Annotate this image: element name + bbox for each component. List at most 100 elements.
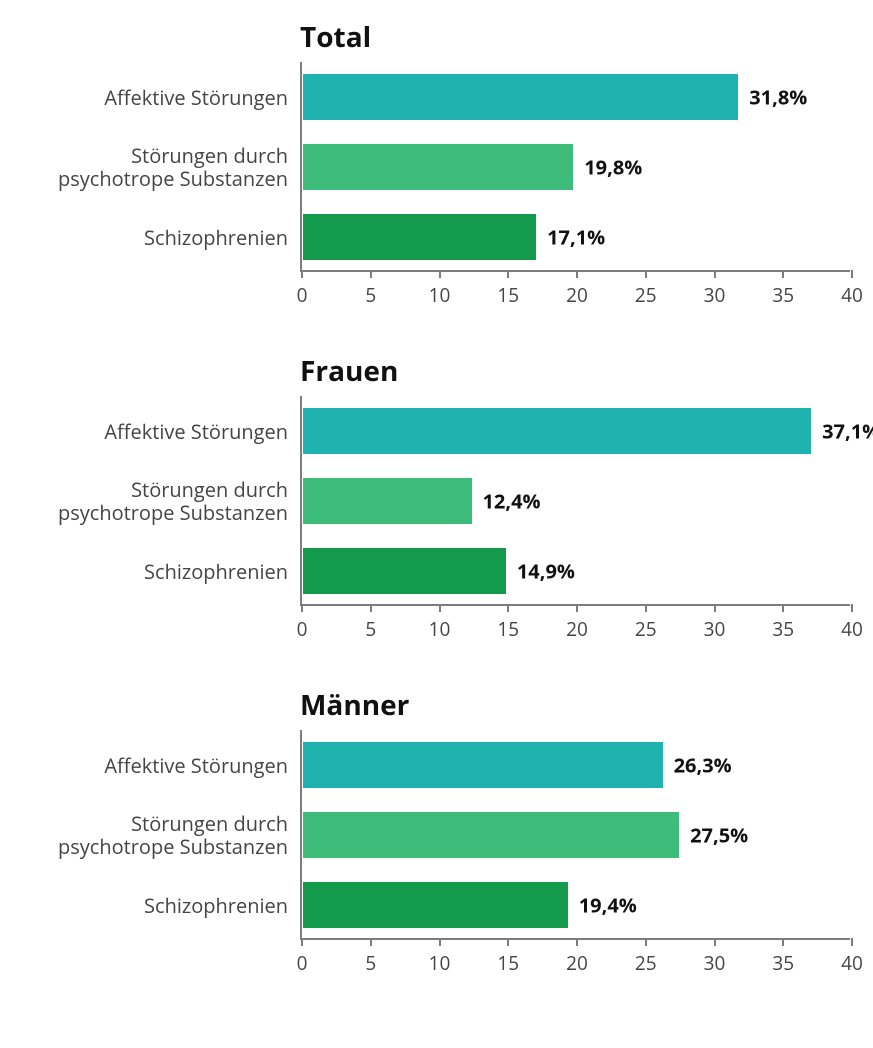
x-tick-label: 20 [566,950,588,976]
x-tick [439,938,441,946]
plot-area: 37,1%12,4%14,9%0510152025303540 [300,396,850,606]
y-label-line: psychotrope Substanzen [58,501,288,524]
panel-title: Männer [300,686,853,724]
x-tick [507,604,509,612]
x-tick [370,270,372,278]
chart-row: Affektive Störungen Störungen durchpsycho… [20,396,853,642]
bar-value: 27,5% [690,822,748,849]
x-tick [301,270,303,278]
bar-value: 14,9% [517,558,575,585]
x-tick [782,938,784,946]
y-label-line: Störungen durch [131,478,288,501]
y-label: Affektive Störungen [20,396,300,466]
x-tick-label: 10 [429,616,451,642]
y-label: Affektive Störungen [20,730,300,800]
chart-panel: TotalAffektive StörungenStörungen durchp… [20,18,853,308]
plot-area-wrap: 37,1%12,4%14,9%0510152025303540 [300,396,850,642]
bar-value: 12,4% [483,488,541,515]
y-labels: Affektive Störungen Störungen durchpsycho… [20,730,300,976]
bar [302,73,739,121]
x-tick [851,270,853,278]
x-tick-label: 35 [772,282,794,308]
x-tick-label: 15 [497,616,519,642]
x-tick [301,604,303,612]
y-labels: Affektive StörungenStörungen durchpsycho… [20,62,300,308]
chart-panel: Frauen Affektive Störungen Störungen durch… [20,352,853,642]
bar-value: 19,4% [579,892,637,919]
x-tick-label: 0 [297,282,308,308]
bar [302,811,680,859]
y-label: Störungen durchpsychotrope Substanzen [20,466,300,536]
x-tick-label: 0 [297,950,308,976]
y-label: Schizophrenien [20,536,300,606]
bar [302,213,537,261]
bar-value: 19,8% [584,154,642,181]
x-tick-label: 30 [704,282,726,308]
x-tick-label: 20 [566,282,588,308]
bar [302,143,574,191]
y-label-line: Affektive Störungen [104,754,288,777]
x-tick-label: 5 [365,950,376,976]
x-tick [576,938,578,946]
bar-value: 31,8% [749,84,807,111]
x-tick [714,604,716,612]
y-label-line: Affektive Störungen [104,420,288,443]
x-tick [576,604,578,612]
plot-area: 26,3%27,5%19,4%0510152025303540 [300,730,850,940]
panel-title: Total [300,18,853,56]
y-label: Schizophrenien [20,202,300,272]
y-label: Störungen durchpsychotrope Substanzen [20,800,300,870]
chart-row: Affektive StörungenStörungen durchpsycho… [20,62,853,308]
y-label-line: Schizophrenien [144,894,288,917]
x-tick-label: 35 [772,616,794,642]
x-tick [851,604,853,612]
x-tick [851,938,853,946]
x-tick-label: 40 [841,282,863,308]
x-tick [439,604,441,612]
x-tick-label: 40 [841,616,863,642]
bar [302,407,812,455]
y-label: Schizophrenien [20,870,300,940]
x-tick [645,938,647,946]
y-label-line: psychotrope Substanzen [58,835,288,858]
x-tick-label: 15 [497,282,519,308]
x-tick [714,938,716,946]
y-label-line: Schizophrenien [144,226,288,249]
bar-value: 26,3% [674,752,732,779]
y-label-line: psychotrope Substanzen [58,167,288,190]
panel-title: Frauen [300,352,853,390]
x-tick [507,938,509,946]
bar [302,741,664,789]
y-label: Affektive Störungen [20,62,300,132]
plot-area-wrap: 31,8%19,8%17,1%0510152025303540 [300,62,850,308]
x-tick [645,604,647,612]
x-tick [782,270,784,278]
plot-area-wrap: 26,3%27,5%19,4%0510152025303540 [300,730,850,976]
x-tick [714,270,716,278]
x-tick [576,270,578,278]
x-tick-label: 20 [566,616,588,642]
bar [302,881,569,929]
y-label-line: Störungen durch [131,812,288,835]
x-tick-label: 25 [635,950,657,976]
chart-row: Affektive Störungen Störungen durchpsycho… [20,730,853,976]
x-tick-label: 15 [497,950,519,976]
x-tick-label: 5 [365,282,376,308]
x-tick-label: 35 [772,950,794,976]
x-tick-label: 30 [704,616,726,642]
x-tick [370,938,372,946]
bar [302,547,507,595]
x-tick [507,270,509,278]
y-labels: Affektive Störungen Störungen durchpsycho… [20,396,300,642]
x-tick-label: 30 [704,950,726,976]
x-tick [645,270,647,278]
bar [302,477,473,525]
x-tick-label: 5 [365,616,376,642]
plot-area: 31,8%19,8%17,1%0510152025303540 [300,62,850,272]
y-label-line: Störungen durch [131,144,288,167]
y-label: Störungen durchpsychotrope Substanzen [20,132,300,202]
chart-multipanel: TotalAffektive StörungenStörungen durchp… [0,0,873,1048]
y-label-line: Schizophrenien [144,560,288,583]
x-tick-label: 10 [429,282,451,308]
x-tick-label: 25 [635,282,657,308]
